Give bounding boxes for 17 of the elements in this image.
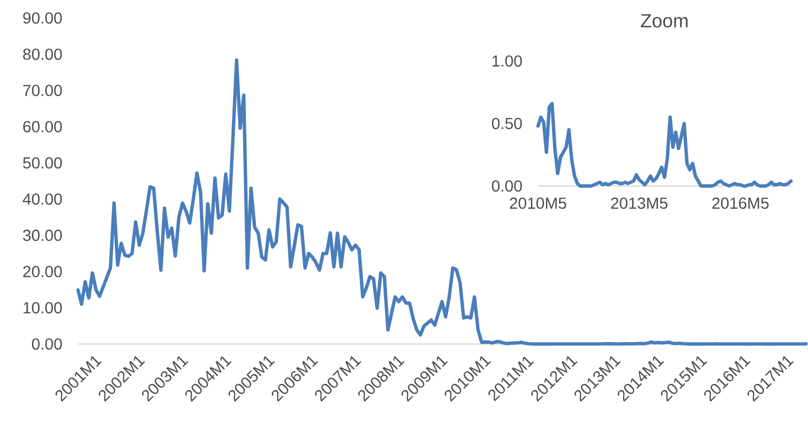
y-tick-label: 40.00 [22, 193, 62, 205]
y-tick-label: 0.50 [492, 118, 522, 130]
y-tick-label: 70.00 [23, 84, 62, 96]
chart-title: Zoom [640, 14, 688, 28]
x-tick-label: 2013M5 [611, 198, 668, 209]
y-tick-label: 50.00 [23, 157, 62, 169]
y-tick-label: 90.00 [23, 12, 62, 24]
y-tick-label: 30.00 [23, 230, 62, 241]
y-tick-label: 20.00 [23, 266, 62, 278]
y-tick-label: 80.00 [23, 48, 62, 60]
y-tick-label: 0.00 [32, 338, 62, 350]
x-tick-label: 2010M5 [510, 198, 566, 209]
y-tick-label: 10.00 [24, 302, 62, 314]
y-tick-label: 60.00 [23, 121, 62, 132]
y-tick-label: 0.00 [492, 180, 522, 192]
y-tick-label: 1.00 [492, 55, 522, 67]
x-tick-label: 2016M5 [712, 198, 769, 209]
